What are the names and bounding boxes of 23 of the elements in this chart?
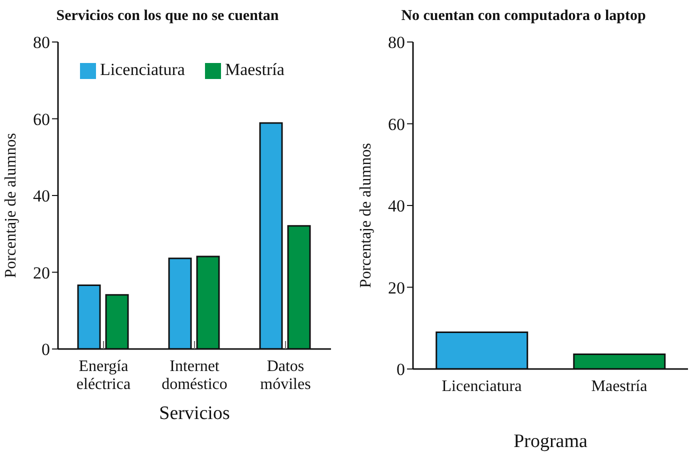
y-tick-label: 60 <box>33 110 50 129</box>
x-tick-label: Licenciatura <box>442 378 522 395</box>
y-tick-label: 20 <box>33 263 50 282</box>
y-tick-label: 60 <box>388 114 405 134</box>
y-tick-label: 40 <box>33 186 50 206</box>
x-tick-label: Maestría <box>591 378 648 395</box>
y-tick-label: 80 <box>388 33 405 52</box>
y-tick-label: 0 <box>396 360 405 380</box>
y-tick-label: 20 <box>388 278 405 298</box>
legend-label: Maestría <box>224 60 284 79</box>
x-axis-title: Programa <box>514 431 588 452</box>
y-tick-label: 0 <box>42 340 50 360</box>
chart-title: Servicios con los que no se cuentan <box>55 8 280 25</box>
chart-title: No cuentan con computadora o laptop <box>400 8 647 25</box>
x-tick-label: Energía eléctrica <box>76 358 131 393</box>
x-tick-label: Internet doméstico <box>162 358 228 393</box>
y-tick-label: 40 <box>388 196 405 216</box>
legend-label: Licenciatura <box>100 60 185 79</box>
x-axis-title: Servicios <box>159 403 230 424</box>
y-axis-title: Porcentaje de alumnos <box>358 143 375 288</box>
y-axis-title: Porcentaje de alumnos <box>2 133 20 278</box>
x-tick-label: Datos móviles <box>260 358 311 393</box>
y-tick-label: 80 <box>33 33 50 52</box>
